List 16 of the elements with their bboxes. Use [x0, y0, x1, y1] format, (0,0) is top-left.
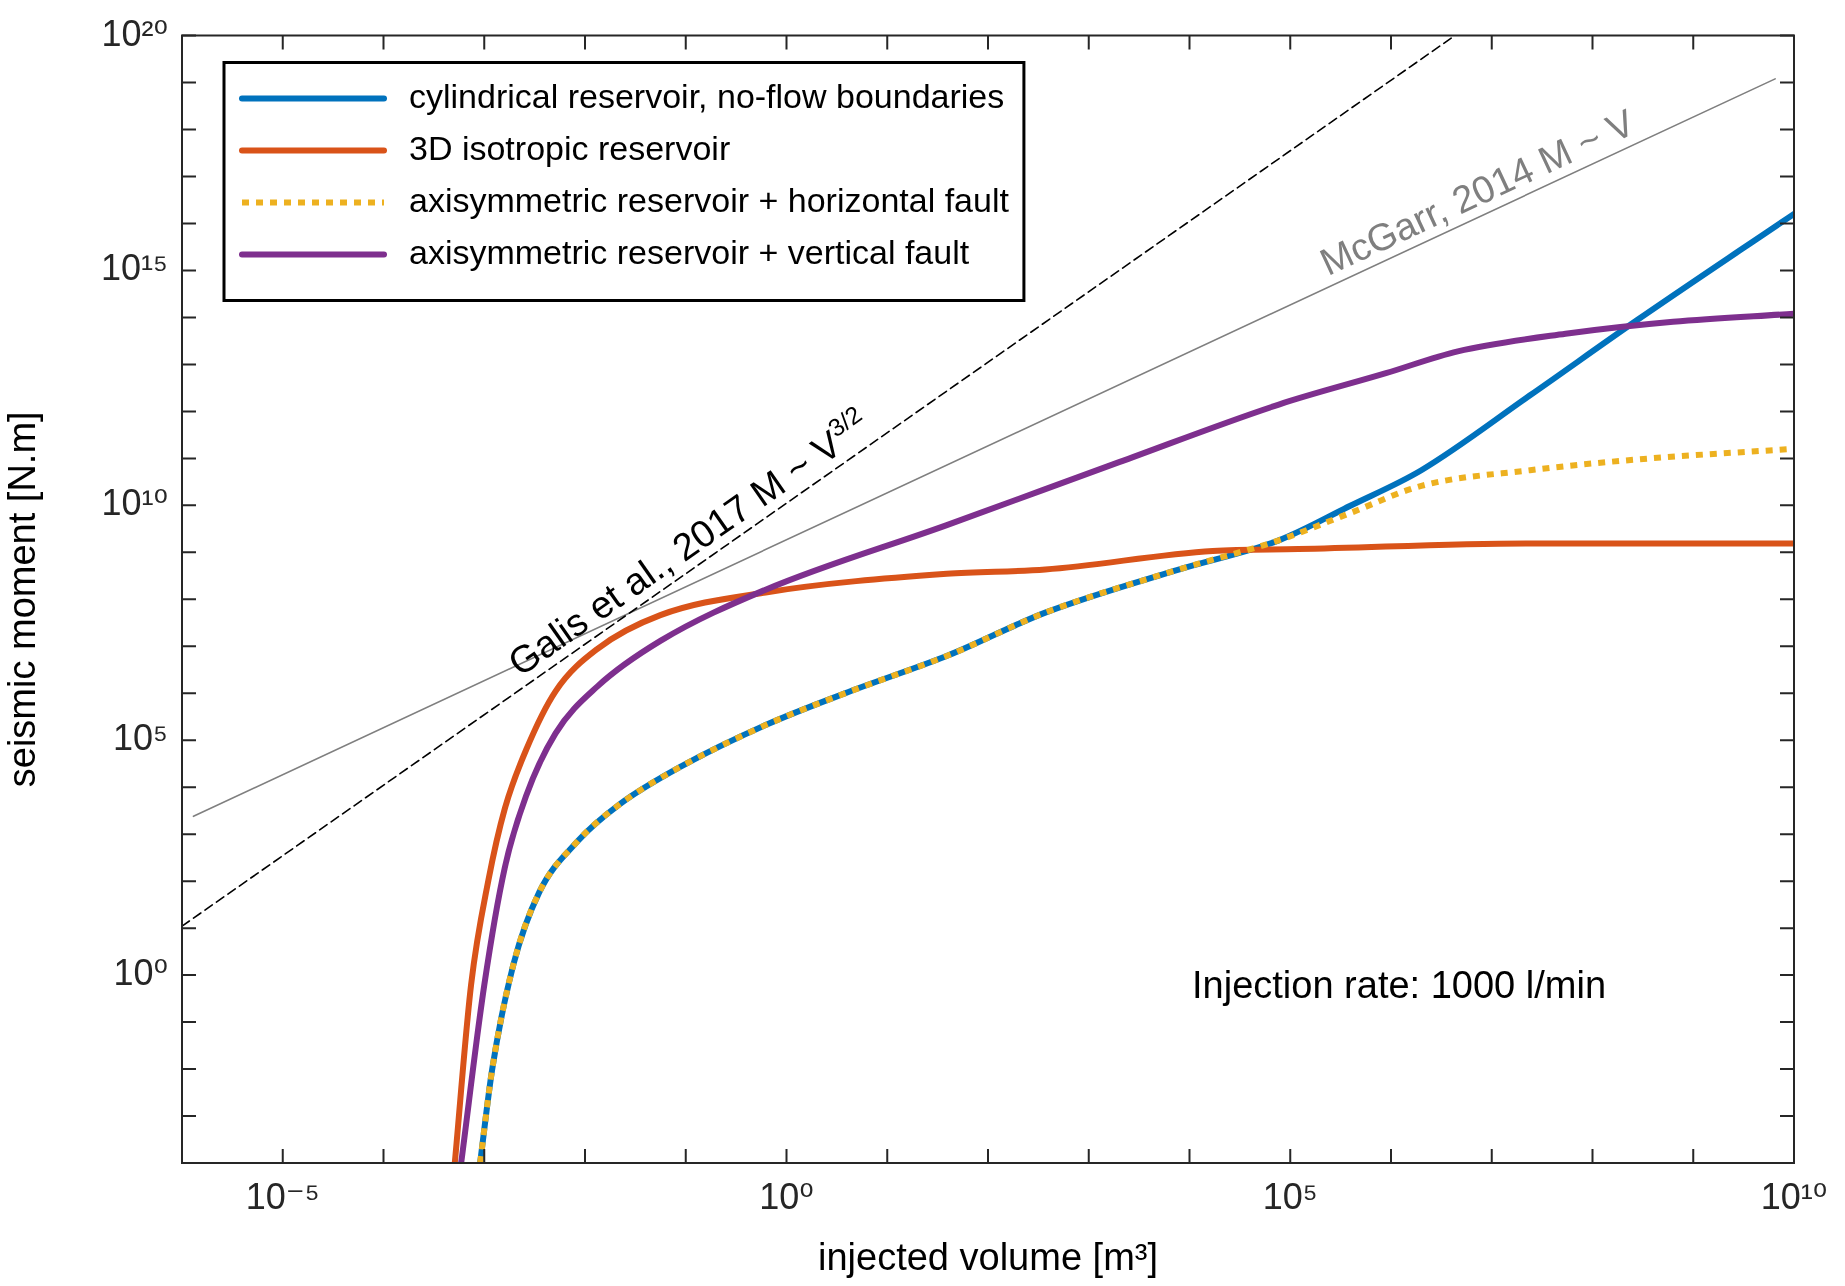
legend-label: cylindrical reservoir, no-flow boundaries: [409, 76, 1005, 115]
y-tick-label: 10¹⁵: [101, 247, 168, 289]
x-tick-label: 10¹⁰: [1760, 1175, 1828, 1217]
y-tick-label: 10¹⁰: [101, 482, 168, 524]
y-tick-label: 10⁰: [113, 952, 168, 994]
x-tick-label: 10⁰: [759, 1175, 814, 1217]
x-axis-title: injected volume [m³]: [817, 1235, 1159, 1278]
legend-label: 3D isotropic reservoir: [409, 128, 731, 167]
y-axis-title: seismic moment [N.m]: [1, 411, 44, 788]
y-tick-label: 10²⁰: [101, 12, 168, 54]
annotation: Injection rate: 1000 l/min: [1191, 964, 1607, 1007]
legend-label: axisymmetric reservoir + vertical fault: [409, 232, 970, 271]
y-tick-label: 10⁵: [113, 717, 168, 759]
legend-label: axisymmetric reservoir + horizontal fault: [409, 180, 1010, 219]
x-tick-label: 10⁵: [1262, 1175, 1318, 1217]
x-tick-label: 10⁻⁵: [245, 1175, 320, 1217]
